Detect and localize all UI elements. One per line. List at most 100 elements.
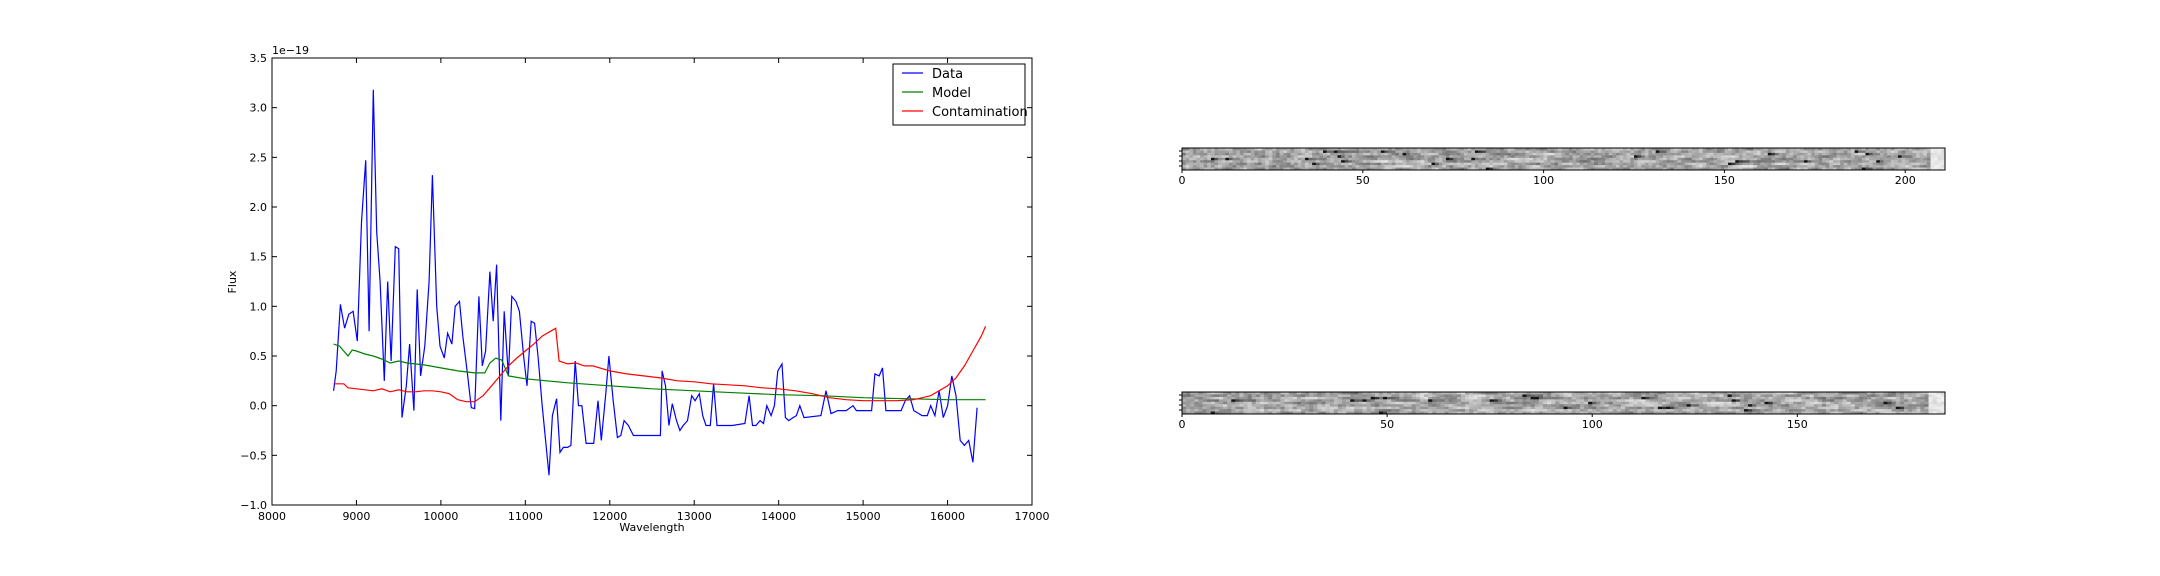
heatmap-cell xyxy=(1442,160,1447,163)
heatmap-cell xyxy=(1210,396,1216,400)
heatmap-cell xyxy=(1431,152,1436,156)
heatmap-cell xyxy=(1198,399,1203,403)
heatmap-cell xyxy=(1214,165,1219,168)
heatmap-cell xyxy=(1536,157,1541,161)
heatmap-cell xyxy=(1313,392,1318,395)
heatmap-cell xyxy=(1817,394,1823,398)
heatmap-cell xyxy=(1879,167,1884,171)
heatmap-cell xyxy=(1326,162,1331,166)
heatmap-cell xyxy=(1797,409,1802,412)
heatmap-cell xyxy=(1471,162,1476,166)
heatmap-cell xyxy=(1916,401,1921,405)
heatmap-cell xyxy=(1897,152,1902,156)
heatmap-cell xyxy=(1482,150,1487,154)
heatmap-cell xyxy=(1588,394,1593,398)
heatmap-cell xyxy=(1776,392,1782,395)
heatmap-cell xyxy=(1752,401,1757,405)
heatmap-cell xyxy=(1231,401,1236,405)
heatmap-cell xyxy=(1359,148,1364,151)
heatmap-cell xyxy=(1832,167,1837,171)
heatmap-cell xyxy=(1657,409,1663,412)
heatmap-cell xyxy=(1633,394,1638,398)
heatmap-cell xyxy=(1709,165,1714,168)
heatmap-cell xyxy=(1308,157,1313,161)
heatmap-cell xyxy=(1666,152,1671,156)
heatmap-cell xyxy=(1850,399,1856,403)
heatmap-cell xyxy=(1764,155,1769,159)
heatmap-cell xyxy=(1540,162,1544,166)
heatmap-cell xyxy=(1530,392,1536,395)
heatmap-cell xyxy=(1348,155,1353,159)
heatmap-cell xyxy=(1699,165,1704,168)
heatmap-cell xyxy=(1497,406,1503,410)
heatmap-cell xyxy=(1440,411,1445,415)
heatmap-cell xyxy=(1467,155,1472,159)
heatmap-cell xyxy=(1272,148,1277,151)
heatmap-cell xyxy=(1858,162,1863,166)
heatmap-cell xyxy=(1276,401,1281,405)
heatmap-cell xyxy=(1793,150,1798,154)
heatmap-cell xyxy=(1629,409,1634,412)
heatmap-cell xyxy=(1916,165,1920,168)
heatmap-cell xyxy=(1232,157,1237,161)
heatmap-cell xyxy=(1196,148,1201,151)
heatmap-cell xyxy=(1724,150,1729,154)
heatmap-cell xyxy=(1309,409,1314,412)
heatmap-cell xyxy=(1210,148,1215,151)
heatmap-cell xyxy=(1444,411,1449,415)
heatmap-cell xyxy=(1702,152,1707,156)
heatmap-cell xyxy=(1850,401,1856,405)
heatmap-cell xyxy=(1317,399,1322,403)
heatmap-cell xyxy=(1279,165,1284,168)
heatmap-cell xyxy=(1540,157,1544,161)
heatmap-cell xyxy=(1690,399,1696,403)
heatmap-cell xyxy=(1702,167,1707,171)
heatmap-cell xyxy=(1464,162,1468,166)
heatmap-cell xyxy=(1223,401,1228,405)
x-tick-label: 50 xyxy=(1356,174,1370,187)
heatmap-cell xyxy=(1534,404,1540,407)
heatmap-cell xyxy=(1319,152,1324,156)
heatmap-cell xyxy=(1186,394,1191,398)
heatmap-cell xyxy=(1489,406,1495,410)
heatmap-cell xyxy=(1182,394,1187,398)
heatmap-cell xyxy=(1540,152,1544,156)
heatmap-cell xyxy=(1709,160,1714,163)
x-tick-label: 15000 xyxy=(846,510,881,523)
heatmap-cell xyxy=(1445,148,1450,151)
legend-label-contamination: Contamination xyxy=(932,105,1028,120)
heatmap-cell xyxy=(1296,392,1302,395)
heatmap-cell xyxy=(1775,152,1779,156)
heatmap-cell xyxy=(1616,404,1622,407)
heatmap-cell xyxy=(1540,155,1544,159)
heatmap-cell xyxy=(1924,396,1929,400)
heatmap-cell xyxy=(1547,155,1552,159)
heatmap-cell xyxy=(1809,394,1815,398)
heatmap-cell xyxy=(1661,399,1667,403)
heatmap-cell xyxy=(1377,157,1382,161)
heatmap-cell xyxy=(1525,152,1530,156)
heatmap-cell xyxy=(1768,396,1774,400)
heatmap-cell xyxy=(1706,152,1711,156)
heatmap-cell xyxy=(1847,155,1852,159)
heatmap-cell xyxy=(1842,394,1847,398)
heatmap-cell xyxy=(1346,394,1351,398)
heatmap-cell xyxy=(1796,165,1801,168)
heatmap-cell xyxy=(1821,401,1827,405)
heatmap-cell xyxy=(1767,157,1772,161)
heatmap-cell xyxy=(1561,167,1566,171)
heatmap-cell xyxy=(1897,148,1902,151)
heatmap-cell xyxy=(1350,392,1355,395)
heatmap-cell xyxy=(1901,162,1906,166)
heatmap-cell xyxy=(1561,162,1566,166)
heatmap-cell xyxy=(1337,401,1343,405)
heatmap-cell xyxy=(1534,401,1540,405)
heatmap-cell xyxy=(1753,152,1758,156)
legend: Data Model Contamination xyxy=(892,63,1028,126)
heatmap-cell xyxy=(1337,411,1343,415)
heatmap-cell xyxy=(1202,404,1207,407)
heatmap-cell xyxy=(1261,157,1266,161)
heatmap-cell xyxy=(1861,160,1866,163)
heatmap-cell xyxy=(1225,148,1230,151)
heatmap-cell xyxy=(1510,392,1515,395)
